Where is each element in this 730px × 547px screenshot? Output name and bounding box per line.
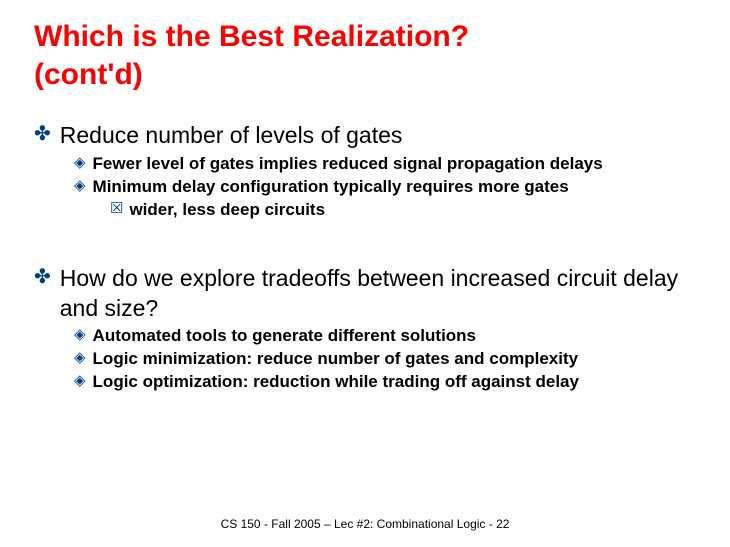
- section2-y1: Automated tools to generate different so…: [93, 325, 476, 348]
- bullet-level1: ✤ How do we explore tradeoffs between in…: [34, 264, 696, 324]
- bullet-x-icon: ☒: [110, 199, 123, 219]
- title-line-2: (cont'd): [34, 58, 143, 91]
- section1-x1: wider, less deep circuits: [129, 199, 325, 222]
- bullet-level3: ☒ wider, less deep circuits: [110, 199, 696, 222]
- title-line-1: Which is the Best Realization?: [34, 20, 469, 53]
- section2-y3: Logic optimization: reduction while trad…: [93, 371, 579, 394]
- bullet-z-icon: ✤: [34, 264, 51, 290]
- section-gap: [34, 222, 696, 264]
- bullet-level1: ✤ Reduce number of levels of gates: [34, 121, 696, 151]
- section1-y1: Fewer level of gates implies reduced sig…: [93, 153, 603, 176]
- bullet-y-icon: ◈: [74, 153, 86, 173]
- bullet-z-icon: ✤: [34, 121, 51, 147]
- section2-heading: How do we explore tradeoffs between incr…: [60, 264, 696, 324]
- bullet-y-icon: ◈: [74, 371, 86, 391]
- bullet-level2: ◈ Automated tools to generate different …: [74, 325, 696, 348]
- section2-y2: Logic minimization: reduce number of gat…: [93, 348, 579, 371]
- bullet-y-icon: ◈: [74, 176, 86, 196]
- slide-footer: CS 150 - Fall 2005 – Lec #2: Combination…: [0, 517, 730, 531]
- slide-title: Which is the Best Realization? (cont'd): [34, 18, 696, 93]
- section1-heading: Reduce number of levels of gates: [60, 121, 403, 151]
- bullet-level2: ◈ Fewer level of gates implies reduced s…: [74, 153, 696, 176]
- slide-content: Which is the Best Realization? (cont'd) …: [0, 0, 730, 394]
- section1-y2: Minimum delay configuration typically re…: [93, 176, 569, 199]
- bullet-level2: ◈ Logic minimization: reduce number of g…: [74, 348, 696, 371]
- bullet-y-icon: ◈: [74, 348, 86, 368]
- bullet-level2: ◈ Minimum delay configuration typically …: [74, 176, 696, 199]
- bullet-y-icon: ◈: [74, 325, 86, 345]
- bullet-level2: ◈ Logic optimization: reduction while tr…: [74, 371, 696, 394]
